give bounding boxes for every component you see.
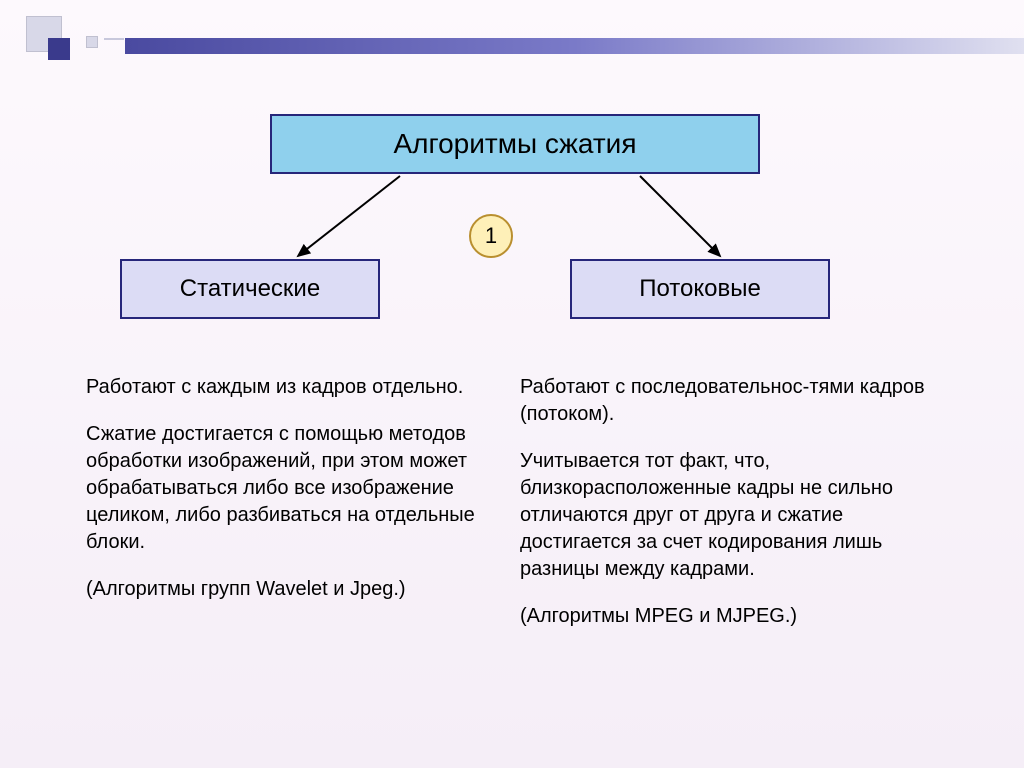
- child-node-static: Статические: [120, 259, 380, 319]
- description-paragraph: (Алгоритмы MPEG и MJPEG.): [520, 603, 940, 630]
- description-paragraph: (Алгоритмы групп Wavelet и Jpeg.): [86, 576, 486, 603]
- child-node-stream-label: Потоковые: [639, 275, 761, 303]
- connector-circle: 1: [469, 214, 513, 258]
- deco-bar: [125, 38, 1024, 54]
- root-node: Алгоритмы сжатия: [270, 114, 760, 174]
- deco-square-dark: [48, 38, 70, 60]
- connector-circle-label: 1: [485, 223, 497, 249]
- arrow: [640, 176, 720, 256]
- deco-line: [104, 38, 124, 40]
- description-paragraph: Работают с последовательнос-тями кадров …: [520, 374, 940, 428]
- root-node-label: Алгоритмы сжатия: [393, 128, 636, 160]
- child-node-stream: Потоковые: [570, 259, 830, 319]
- description-paragraph: Работают с каждым из кадров отдельно.: [86, 374, 486, 401]
- description-static: Работают с каждым из кадров отдельно. Сжа…: [86, 374, 486, 623]
- header-decoration: [0, 0, 1024, 64]
- child-node-static-label: Статические: [180, 275, 320, 303]
- description-paragraph: Сжатие достигается с помощью методов обр…: [86, 421, 486, 556]
- diagram-content: Алгоритмы сжатия 1 Статические Потоковые…: [0, 64, 1024, 768]
- description-paragraph: Учитывается тот факт, что, близкорасполо…: [520, 448, 940, 583]
- arrow: [298, 176, 400, 256]
- description-stream: Работают с последовательнос-тями кадров …: [520, 374, 940, 650]
- deco-square-small: [86, 36, 98, 48]
